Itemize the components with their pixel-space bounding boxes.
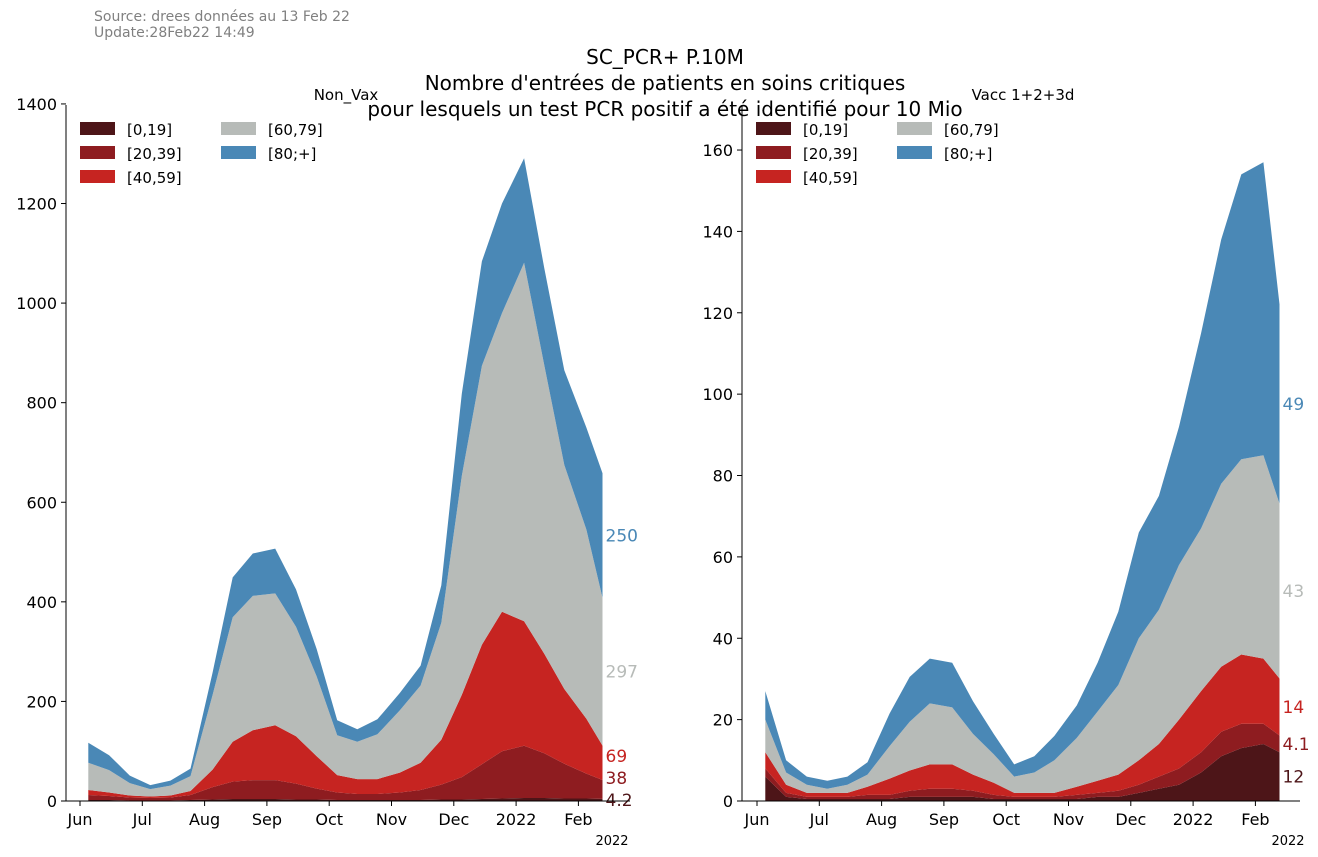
- x-tick-label: Aug: [866, 810, 897, 829]
- legend-swatch: [221, 122, 256, 135]
- end-value-label: 69: [606, 747, 628, 767]
- area-series-4: [88, 262, 603, 797]
- legend-label: [20,39]: [127, 145, 182, 163]
- legend-label: [60,79]: [268, 121, 323, 139]
- legend-swatch: [897, 122, 932, 135]
- legend-swatch: [221, 146, 256, 159]
- source-line: Source: drees données au 13 Feb 22: [94, 9, 350, 25]
- x-tick-label: Dec: [1115, 810, 1146, 829]
- x-tick-label: Feb: [1241, 810, 1269, 829]
- x-tick-label: Jul: [809, 810, 829, 829]
- legend-swatch: [756, 170, 791, 183]
- chart-panel-1: 4.238692972500200400600800100012001400Ju…: [16, 86, 638, 849]
- figure-title-line-3: pour lesquels un test PCR positif a été …: [367, 97, 963, 121]
- y-tick-label: 80: [713, 467, 733, 486]
- area-series-4: [765, 455, 1280, 793]
- x-tick-label: Jun: [67, 810, 93, 829]
- y-tick-label: 800: [26, 394, 57, 413]
- legend-label: [0,19]: [127, 121, 172, 139]
- y-tick-label: 1200: [16, 195, 57, 214]
- y-tick-label: 200: [26, 692, 57, 711]
- y-tick-label: 0: [723, 792, 733, 811]
- figure-title-line-1: SC_PCR+ P.10M: [586, 45, 744, 69]
- y-tick-label: 120: [702, 304, 733, 323]
- legend-swatch: [80, 146, 115, 159]
- end-value-label: 250: [606, 527, 638, 547]
- area-series-5: [765, 162, 1280, 789]
- legend-swatch: [897, 146, 932, 159]
- x-tick-label: 2022: [496, 810, 537, 829]
- y-tick-label: 160: [702, 141, 733, 160]
- figure-title: SC_PCR+ P.10M Nombre d'entrées de patien…: [0, 44, 1318, 122]
- area-series-3: [765, 654, 1280, 797]
- legend-label: [60,79]: [944, 121, 999, 139]
- legend-swatch: [80, 170, 115, 183]
- y-tick-label: 600: [26, 493, 57, 512]
- chart-panel-2: 12 4.1 14 43 49 0 20 40 60 80 100 120 140 160 Jun Jul Au…: [702, 86, 1309, 849]
- area-series-3: [88, 611, 603, 798]
- area-series-2: [88, 745, 603, 801]
- x-tick-label: Nov: [1053, 810, 1084, 829]
- legend-swatch: [80, 122, 115, 135]
- x-tick-label: Jun: [744, 810, 770, 829]
- area-series-2: [765, 723, 1280, 799]
- panel-title: Vacc 1+2+3d: [972, 86, 1075, 104]
- source-note: Source: drees données au 13 Feb 22 Updat…: [94, 9, 350, 41]
- end-value-label: 4.1: [1283, 735, 1310, 755]
- area-series-1: [765, 744, 1280, 801]
- x-tick-label: Aug: [189, 810, 220, 829]
- area-series-5: [88, 158, 603, 790]
- x-tick-label: Dec: [438, 810, 469, 829]
- end-value-label: 14: [1283, 698, 1305, 718]
- end-value-label: 49: [1283, 395, 1305, 415]
- legend-label: [0,19]: [803, 121, 848, 139]
- x-tick-label: Nov: [376, 810, 407, 829]
- legend-label: [40,59]: [127, 169, 182, 187]
- x-axis-offset-label: 2022: [1271, 834, 1304, 849]
- y-tick-label: 140: [702, 222, 733, 241]
- end-value-label: 43: [1283, 582, 1305, 602]
- legend-label: [80;+]: [944, 145, 992, 163]
- y-tick-label: 100: [702, 385, 733, 404]
- area-series-1: [88, 798, 603, 801]
- x-axis-offset-label: 2022: [595, 834, 628, 849]
- figure-title-line-2: Nombre d'entrées de patients en soins cr…: [424, 71, 906, 95]
- legend-swatch: [756, 146, 791, 159]
- y-tick-label: 1000: [16, 294, 57, 313]
- y-tick-label: 60: [713, 548, 733, 567]
- x-tick-label: Jul: [132, 810, 152, 829]
- x-tick-label: Feb: [564, 810, 592, 829]
- legend-swatch: [756, 122, 791, 135]
- end-value-label: 38: [606, 769, 628, 789]
- end-value-label: 12: [1283, 768, 1305, 788]
- x-tick-label: Sep: [252, 810, 282, 829]
- x-tick-label: 2022: [1173, 810, 1214, 829]
- x-tick-label: Oct: [315, 810, 343, 829]
- legend-label: [80;+]: [268, 145, 316, 163]
- y-tick-label: 400: [26, 593, 57, 612]
- end-value-label: 297: [606, 663, 638, 683]
- y-tick-label: 1400: [16, 95, 57, 114]
- y-tick-label: 0: [47, 792, 57, 811]
- y-tick-label: 40: [713, 629, 733, 648]
- update-line: Update:28Feb22 14:49: [94, 25, 255, 41]
- y-tick-label: 20: [713, 711, 733, 730]
- x-tick-label: Sep: [929, 810, 959, 829]
- x-tick-label: Oct: [992, 810, 1020, 829]
- panel-title: Non_Vax: [314, 86, 379, 105]
- legend-label: [20,39]: [803, 145, 858, 163]
- legend-label: [40,59]: [803, 169, 858, 187]
